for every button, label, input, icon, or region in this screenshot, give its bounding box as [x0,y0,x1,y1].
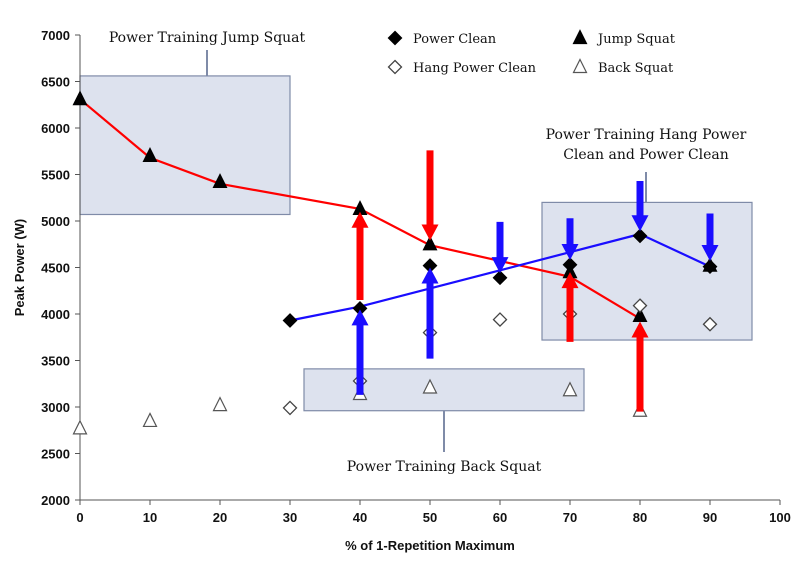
x-tick-label: 10 [143,510,157,525]
x-tick-label: 20 [213,510,227,525]
legend-label-back-squat: Back Squat [598,61,674,76]
back-squat-point [72,419,88,435]
blue-arrow [421,267,439,359]
blue-arrow [491,221,509,274]
x-tick-label: 30 [283,510,297,525]
y-tick-label: 5000 [41,214,70,229]
x-tick-label: 80 [633,510,647,525]
back-squat-point [422,378,438,394]
jump-squat-point [422,235,438,251]
data-points [72,90,718,435]
red-arrow [631,321,649,412]
x-tick-label: 40 [353,510,367,525]
jump-squat-point [702,256,718,272]
power-clean-point [282,313,298,328]
y-tick-label: 2000 [41,493,70,508]
y-tick-label: 2500 [41,447,70,462]
red-arrow [421,150,439,241]
back-squat-point [562,381,578,397]
legend-marker-hang-power-clean [387,59,403,75]
legend-marker-power-clean [387,30,403,46]
annotation-label: Power Training Back Squat [347,459,542,475]
annotation-label: Power Training Hang Power [546,127,747,143]
legend: Power Clean Jump Squat Hang Power Clean Bac… [387,29,676,76]
axes: 0 10 20 30 40 50 60 70 80 90 100 2000 2500 3000 3500 40… [41,28,791,525]
jump-squat-point [632,307,648,322]
hang-power-clean-point [702,316,718,332]
jump-squat-point [72,90,88,106]
blue-arrow [561,218,579,261]
jump-squat-point [212,173,228,189]
legend-marker-back-squat [572,58,588,74]
jump-squat-box [79,75,291,216]
change-arrows [351,150,719,412]
y-tick-label: 4500 [41,261,70,276]
annotation-label: Power Training Jump Squat [109,30,306,46]
y-tick-label: 3500 [41,354,70,369]
y-tick-label: 4000 [41,307,70,322]
x-tick-label: 50 [423,510,437,525]
x-tick-label: 70 [563,510,577,525]
y-tick-label: 6500 [41,75,70,90]
annotation-label: Clean and Power Clean [563,147,729,163]
jump-squat-point [142,147,158,162]
blue-arrow [701,213,719,261]
power-clean-point [632,228,648,244]
blue-arrow [351,309,369,395]
x-tick-label: 100 [769,510,791,525]
legend-label-hang-power-clean: Hang Power Clean [413,61,537,76]
y-tick-label: 7000 [41,28,70,43]
red-arrow [561,272,579,342]
blue-arrow [631,181,649,232]
power-clean-point [492,270,508,286]
x-tick-label: 0 [76,510,83,525]
hang-power-clean-point [492,312,508,327]
y-tick-label: 3000 [41,400,70,415]
y-tick-label: 5500 [41,168,70,183]
red-arrow [351,211,369,301]
y-axis-title: Peak Power (W) [12,219,27,317]
x-tick-label: 90 [703,510,717,525]
back-squat-box [303,368,585,412]
back-squat-point [142,412,158,428]
y-tick-label: 6000 [41,121,70,136]
back-squat-point [212,396,228,412]
annotation-labels: Power Training Jump Squat Power Training … [109,30,747,475]
annotation-boxes [79,50,753,452]
hang-power-clean-point [282,400,298,416]
legend-label-jump-squat: Jump Squat [596,32,676,47]
x-axis-title: % of 1-Repetition Maximum [345,538,515,553]
legend-marker-jump-squat [572,29,588,45]
legend-label-power-clean: Power Clean [413,32,497,47]
x-tick-label: 60 [493,510,507,525]
hang-power-clean-point [632,298,648,314]
